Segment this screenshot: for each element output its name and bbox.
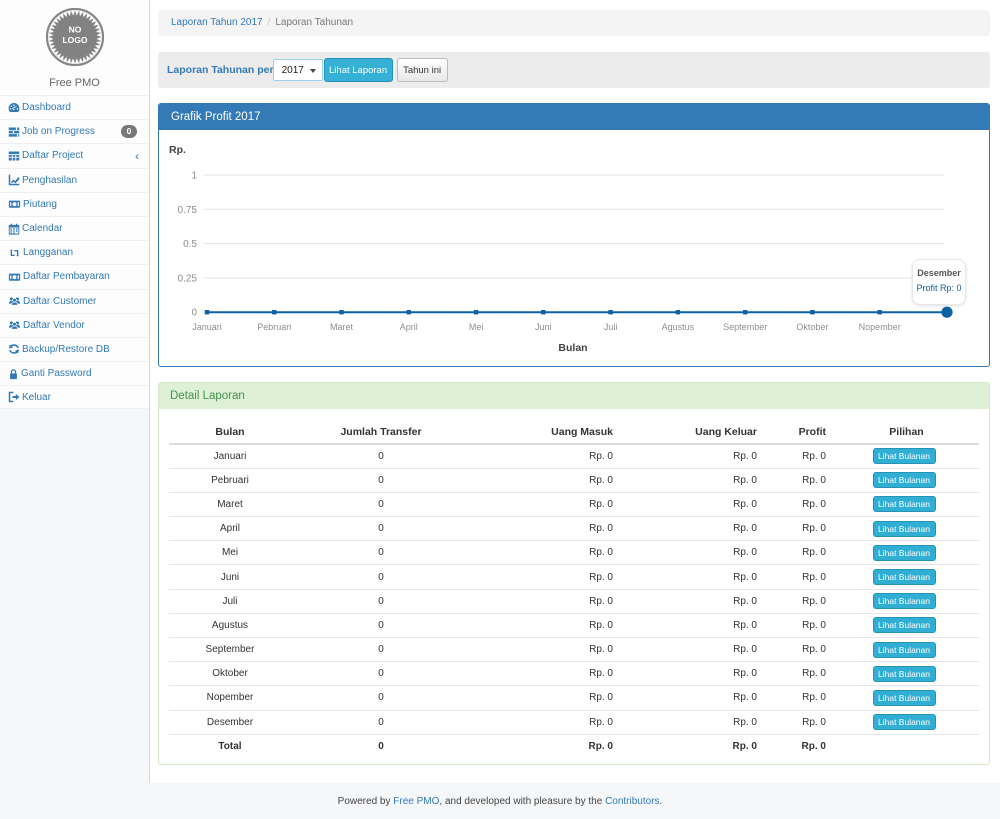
svg-text:0: 0 xyxy=(191,308,197,319)
svg-text:Juni: Juni xyxy=(535,322,552,332)
svg-text:LOGO: LOGO xyxy=(62,35,87,45)
svg-text:Mei: Mei xyxy=(469,322,484,332)
svg-text:Oktober: Oktober xyxy=(796,322,828,332)
svg-text:Rp.: Rp. xyxy=(169,144,186,156)
svg-text:Januari: Januari xyxy=(192,322,222,332)
svg-text:Pebruari: Pebruari xyxy=(257,322,291,332)
svg-text:1: 1 xyxy=(191,171,197,182)
svg-text:NO: NO xyxy=(68,25,81,35)
svg-text:0.25: 0.25 xyxy=(178,273,198,284)
svg-text:Maret: Maret xyxy=(330,322,354,332)
svg-text:April: April xyxy=(400,322,418,332)
svg-text:0.75: 0.75 xyxy=(178,205,198,216)
svg-text:Nopember: Nopember xyxy=(859,322,901,332)
svg-text:Agustus: Agustus xyxy=(662,322,695,332)
svg-text:0.5: 0.5 xyxy=(183,239,197,250)
svg-text:Bulan: Bulan xyxy=(558,342,587,354)
svg-text:September: September xyxy=(723,322,767,332)
svg-text:Juli: Juli xyxy=(604,322,618,332)
